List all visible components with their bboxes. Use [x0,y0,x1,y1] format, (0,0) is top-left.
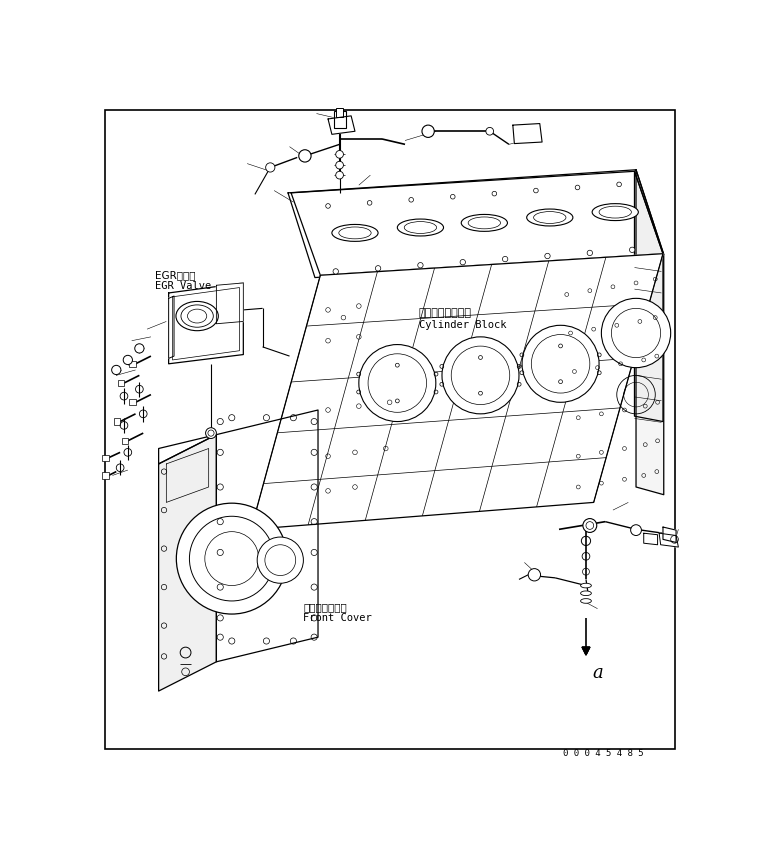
Polygon shape [636,170,664,495]
Polygon shape [582,647,590,654]
Circle shape [451,346,510,405]
Circle shape [528,569,540,581]
Circle shape [112,366,121,375]
Circle shape [375,266,380,271]
Polygon shape [291,172,663,275]
Polygon shape [158,434,216,691]
Bar [118,380,124,386]
Circle shape [418,263,423,268]
Polygon shape [513,123,542,144]
Circle shape [299,150,311,162]
Text: シリンダブロック: シリンダブロック [419,309,472,319]
Ellipse shape [332,224,378,241]
Circle shape [616,182,622,187]
Polygon shape [169,296,174,359]
Text: 0 0 0 4 5 4 8 5: 0 0 0 4 5 4 8 5 [563,749,644,758]
Bar [129,360,135,367]
Bar [103,455,109,461]
Ellipse shape [176,302,218,331]
Bar [129,400,135,405]
Ellipse shape [527,209,573,226]
Text: EGRバルブ: EGRバルブ [154,269,196,280]
Ellipse shape [599,207,632,218]
Circle shape [502,257,508,262]
Circle shape [575,185,580,190]
Circle shape [359,344,436,422]
Text: a: a [592,664,603,682]
Circle shape [205,428,216,439]
Ellipse shape [581,591,591,596]
Polygon shape [216,410,318,662]
Circle shape [631,524,642,536]
Circle shape [368,201,372,205]
Bar [103,473,109,479]
Polygon shape [328,116,355,134]
Ellipse shape [581,583,591,588]
Polygon shape [251,253,663,530]
Circle shape [333,269,339,274]
Polygon shape [158,434,216,464]
Polygon shape [288,170,664,278]
Circle shape [257,537,304,583]
Circle shape [177,503,287,614]
Ellipse shape [461,214,508,231]
Text: EGR Valve: EGR Valve [154,280,211,291]
Bar [122,438,128,444]
Polygon shape [659,533,678,547]
Circle shape [486,128,494,135]
Ellipse shape [181,305,213,327]
Polygon shape [663,527,676,542]
Circle shape [533,188,538,193]
Circle shape [531,335,590,393]
Circle shape [189,516,274,601]
Circle shape [601,298,670,368]
Ellipse shape [533,212,566,224]
Circle shape [336,162,343,169]
Text: フロントカバー: フロントカバー [304,603,347,613]
Ellipse shape [397,219,444,236]
Circle shape [326,204,330,208]
Ellipse shape [592,204,638,221]
Circle shape [522,326,599,402]
Ellipse shape [404,222,437,234]
Ellipse shape [339,227,371,239]
Circle shape [611,309,661,358]
Circle shape [451,195,455,199]
Circle shape [135,343,144,353]
Circle shape [586,522,594,530]
Polygon shape [216,283,244,324]
Circle shape [266,163,275,172]
Ellipse shape [468,217,501,229]
Circle shape [336,172,343,179]
Circle shape [123,355,132,365]
Circle shape [492,191,497,196]
Circle shape [583,518,597,532]
Circle shape [442,337,519,414]
Polygon shape [644,533,658,545]
Polygon shape [169,283,244,364]
Ellipse shape [581,598,591,604]
Circle shape [545,253,550,258]
Bar [334,111,345,128]
Text: Cylinder Block: Cylinder Block [419,320,506,330]
Bar [114,418,120,425]
Circle shape [587,250,593,256]
Polygon shape [582,647,590,654]
Bar [336,108,343,117]
Circle shape [629,247,635,252]
Text: Front Cover: Front Cover [304,614,372,623]
Circle shape [409,197,413,202]
Circle shape [422,125,435,138]
Circle shape [460,259,466,265]
Circle shape [368,354,427,412]
Circle shape [336,150,343,158]
Polygon shape [635,172,663,422]
